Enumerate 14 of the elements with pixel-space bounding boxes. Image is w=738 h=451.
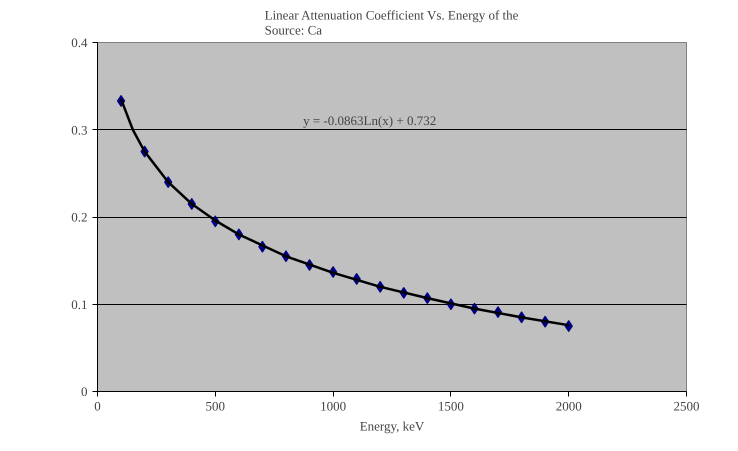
x-tick-label: 2500 bbox=[674, 398, 700, 414]
x-axis-title: Energy, keV bbox=[360, 418, 425, 434]
y-tick-label: 0 bbox=[81, 384, 88, 399]
y-tick-label: 0.1 bbox=[71, 296, 88, 312]
y-tick-label: 0.3 bbox=[71, 122, 88, 138]
x-tick-label: 0 bbox=[94, 398, 101, 414]
x-tick-label: 1000 bbox=[320, 398, 346, 414]
x-tick-label: 1500 bbox=[438, 398, 464, 414]
y-tick-label: 0.2 bbox=[71, 210, 88, 224]
x-tick-label: 2000 bbox=[556, 398, 582, 414]
chart-title: Linear Attenuation Coefficient Vs. Energy of the Source: Ca bbox=[264, 8, 519, 38]
x-tick-label: 500 bbox=[206, 398, 226, 414]
annotation: y = -0.0863Ln(x) + 0.732 bbox=[303, 112, 436, 128]
y-tick-label: 0.4 bbox=[71, 35, 88, 50]
